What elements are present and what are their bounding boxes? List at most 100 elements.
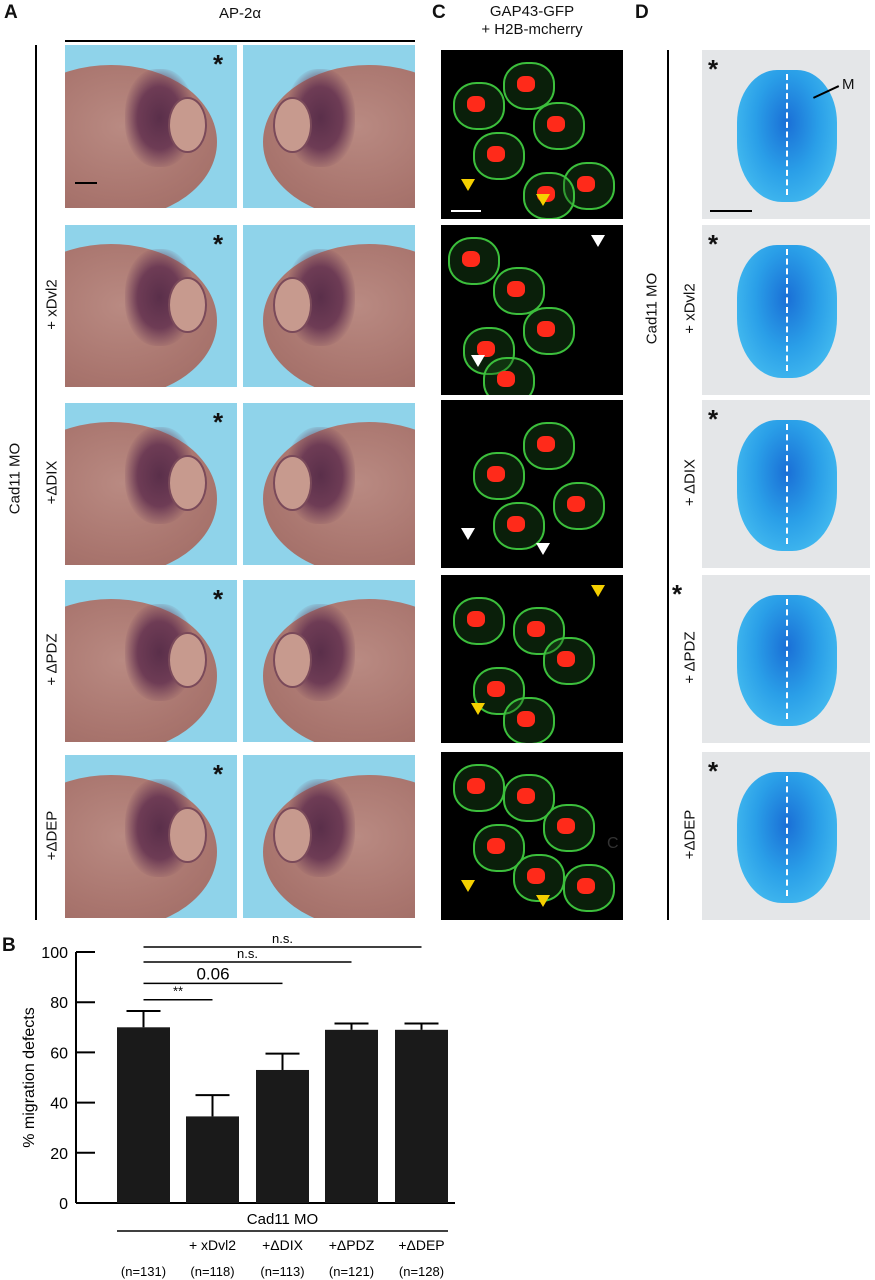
asterisk: * bbox=[213, 229, 224, 259]
nucleus bbox=[517, 788, 535, 804]
asterisk: * bbox=[213, 759, 224, 789]
cartilage-image bbox=[702, 575, 870, 743]
nucleus bbox=[467, 611, 485, 627]
fluorescence-image bbox=[441, 752, 623, 920]
panel-d-row-label: + ΔDIX bbox=[681, 458, 699, 507]
eye bbox=[168, 454, 207, 511]
asterisk: * bbox=[213, 49, 224, 79]
nucleus bbox=[487, 146, 505, 162]
nucleus bbox=[487, 466, 505, 482]
marker-m: M bbox=[842, 76, 855, 93]
panel-a-row-label: +ΔDEP bbox=[43, 810, 61, 860]
fluorescence-image bbox=[441, 400, 623, 568]
cell-membrane bbox=[523, 422, 575, 470]
arrowhead-icon bbox=[591, 585, 605, 597]
panel-c-header-2: + H2B-mcherry bbox=[481, 21, 583, 38]
fluorescence-image bbox=[441, 50, 623, 219]
nucleus bbox=[487, 838, 505, 854]
bar bbox=[256, 1069, 309, 1203]
panel-a-group-label: Cad11 MO bbox=[6, 442, 24, 515]
midline bbox=[786, 423, 788, 545]
cartilage-image: * bbox=[702, 50, 870, 219]
eye bbox=[273, 97, 312, 154]
significance-label: n.s. bbox=[272, 931, 293, 946]
nucleus bbox=[557, 818, 575, 834]
panel-a-group-line bbox=[35, 45, 37, 920]
panel-label-a: A bbox=[4, 2, 18, 23]
cell-membrane bbox=[503, 697, 555, 743]
n-label: (n=131) bbox=[121, 1264, 166, 1279]
nucleus bbox=[462, 251, 480, 267]
y-tick-label: 80 bbox=[50, 995, 68, 1012]
y-tick-label: 0 bbox=[59, 1196, 68, 1213]
arrowhead-icon bbox=[461, 880, 475, 892]
embryo-image bbox=[243, 45, 415, 208]
panel-d-group-line bbox=[667, 50, 669, 920]
asterisk: * bbox=[708, 229, 719, 259]
group-label: Cad11 MO bbox=[247, 1211, 318, 1228]
asterisk: * bbox=[708, 404, 719, 434]
nucleus bbox=[487, 681, 505, 697]
panel-d-row-label: + xDvl2 bbox=[681, 283, 699, 334]
cartilage-image: * bbox=[702, 400, 870, 568]
arrowhead-icon bbox=[471, 703, 485, 715]
panel-label-d: D bbox=[635, 2, 649, 23]
nucleus bbox=[497, 371, 515, 387]
arrowhead-icon bbox=[536, 543, 550, 555]
y-tick-label: 20 bbox=[50, 1146, 68, 1163]
nucleus bbox=[537, 436, 555, 452]
panel-a-row-label: + ΔPDZ bbox=[43, 633, 61, 686]
asterisk: * bbox=[213, 407, 224, 437]
n-label: (n=113) bbox=[260, 1264, 304, 1279]
embryo-image bbox=[243, 580, 415, 742]
embryo-image bbox=[243, 755, 415, 918]
panel-d-group-label: Cad11 MO bbox=[643, 272, 661, 345]
nucleus bbox=[547, 116, 565, 132]
panel-a-header-line bbox=[65, 40, 415, 42]
y-tick-label: 60 bbox=[50, 1045, 68, 1062]
arrowhead-icon bbox=[536, 895, 550, 907]
scale-bar bbox=[710, 210, 752, 212]
nucleus bbox=[467, 96, 485, 112]
category-label: + xDvl2 bbox=[189, 1237, 236, 1253]
eye bbox=[273, 454, 312, 511]
eye bbox=[168, 631, 207, 688]
embryo-image bbox=[65, 403, 237, 565]
nucleus bbox=[557, 651, 575, 667]
nucleus bbox=[527, 621, 545, 637]
panel-c-header-1: GAP43-GFP bbox=[489, 3, 575, 20]
eye bbox=[168, 276, 207, 333]
cell-membrane bbox=[563, 864, 615, 912]
embryo-image bbox=[243, 403, 415, 565]
arrowhead-icon bbox=[471, 355, 485, 367]
embryo-image bbox=[243, 225, 415, 387]
nucleus bbox=[507, 516, 525, 532]
category-label: +ΔDIX bbox=[262, 1237, 304, 1253]
category-label: +ΔDEP bbox=[398, 1237, 444, 1253]
eye bbox=[168, 97, 207, 154]
nucleus bbox=[517, 711, 535, 727]
nucleus bbox=[477, 341, 495, 357]
embryo-image bbox=[65, 755, 237, 918]
midline bbox=[786, 598, 788, 720]
significance-label: 0.06 bbox=[196, 964, 229, 983]
midline bbox=[786, 775, 788, 897]
cartilage-image: * bbox=[702, 225, 870, 395]
migration-bar-chart: 0 20 40 60 80 100 % migration defects (n=131) + … bbox=[21, 931, 455, 1279]
y-tick-label: 40 bbox=[50, 1096, 68, 1113]
panel-a-row-label: + xDvl2 bbox=[43, 279, 61, 330]
eye bbox=[273, 631, 312, 688]
fluorescence-image bbox=[441, 575, 623, 743]
panel-label-b: B bbox=[2, 935, 16, 956]
cartilage-image: * bbox=[702, 752, 870, 920]
midline bbox=[786, 248, 788, 372]
fluorescence-image bbox=[441, 225, 623, 395]
panel-d-row-label: + ΔPDZ bbox=[681, 631, 699, 684]
midline bbox=[786, 73, 788, 196]
cell-membrane bbox=[503, 774, 555, 822]
nucleus bbox=[527, 868, 545, 884]
nucleus bbox=[467, 778, 485, 794]
arrowhead-icon bbox=[461, 528, 475, 540]
significance-label: n.s. bbox=[237, 946, 258, 961]
